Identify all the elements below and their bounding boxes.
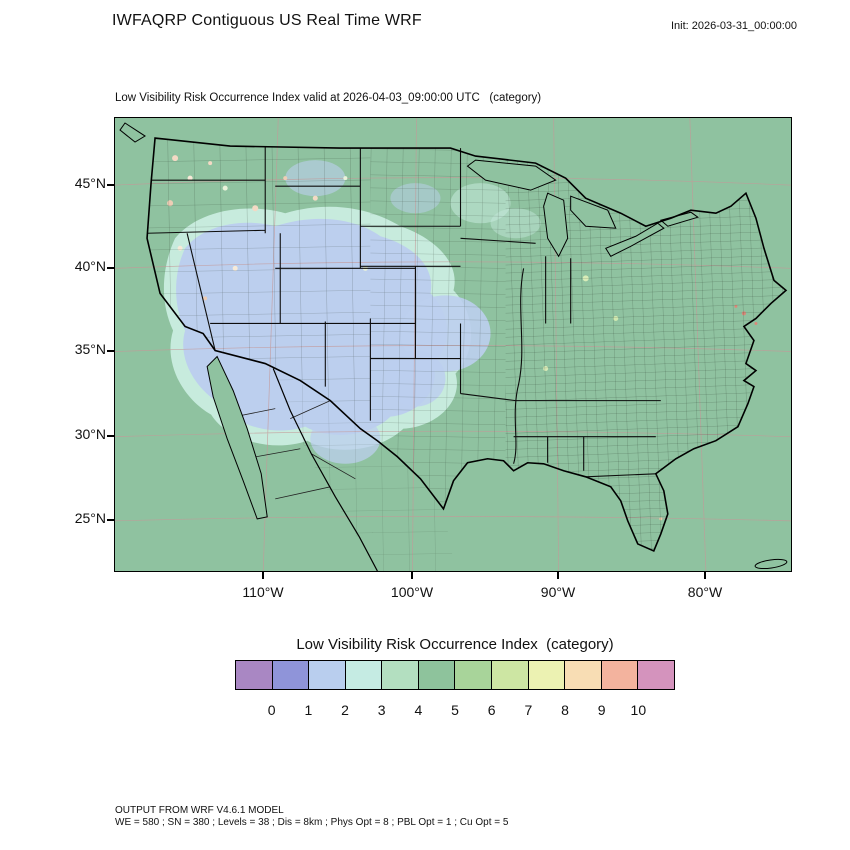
lat-tick: [107, 350, 114, 352]
lat-label: 25°N: [74, 510, 106, 526]
legend-category: 8: [561, 702, 569, 718]
legend-category: 9: [597, 702, 606, 718]
legend-swatch: [454, 660, 493, 690]
legend-swatch: [344, 660, 383, 690]
legend-category: 3: [377, 702, 386, 718]
plot-subtitle: Low Visibility Risk Occurrence Index val…: [115, 92, 542, 104]
legend-swatch: [235, 660, 273, 690]
legend-swatch: [527, 660, 566, 690]
legend-category: 1: [304, 702, 313, 718]
lon-label: 110°W: [242, 584, 284, 600]
mexico-state-lines: [225, 400, 356, 500]
lake-erie: [604, 222, 665, 257]
lon-tick: [262, 572, 264, 579]
cuba-island: [754, 558, 788, 570]
us-map: [114, 117, 792, 572]
lat-label: 40°N: [74, 258, 106, 274]
legend-swatch: [491, 660, 529, 690]
lake-superior: [466, 159, 557, 191]
baja-peninsula: [206, 355, 268, 520]
lat-label: 30°N: [74, 426, 106, 442]
mexico-coastline: [272, 368, 378, 571]
legend-category: 0: [267, 702, 276, 718]
lon-tick: [411, 572, 413, 579]
legend-swatch: [381, 660, 419, 690]
legend-colorbar: [235, 660, 675, 690]
legend-category: 6: [487, 702, 496, 718]
mexico-texture: [273, 368, 456, 571]
lat-tick: [107, 267, 114, 269]
lon-label: 90°W: [540, 584, 576, 600]
lon-label: 80°W: [687, 584, 723, 600]
legend-category: 5: [451, 702, 459, 718]
lat-tick: [107, 435, 114, 437]
init-timestamp: Init: 2026-03-31_00:00:00: [671, 20, 797, 32]
legend-swatch: [637, 660, 675, 690]
legend-swatch: [417, 660, 456, 690]
footer-config-line: WE = 580 ; SN = 380 ; Levels = 38 ; Dis …: [115, 817, 509, 828]
great-lakes: [466, 159, 699, 258]
lake-huron: [570, 195, 617, 229]
lat-tick: [107, 184, 114, 186]
state-boundaries: [147, 146, 661, 478]
legend-category: 4: [414, 702, 423, 718]
lon-tick: [557, 572, 559, 579]
legend-title: Low Visibility Risk Occurrence Index (ca…: [296, 636, 614, 653]
lat-label: 45°N: [74, 175, 106, 191]
legend-swatch: [271, 660, 310, 690]
page-title: IWFAQRP Contiguous US Real Time WRF: [112, 12, 422, 29]
legend-swatch: [308, 660, 346, 690]
legend-category: 2: [341, 702, 349, 718]
lat-tick: [107, 519, 114, 521]
vancouver-island: [119, 122, 146, 143]
lat-label: 35°N: [74, 341, 106, 357]
lake-michigan: [543, 192, 569, 258]
us-map-canvas: [115, 118, 791, 571]
legend-swatch: [600, 660, 639, 690]
legend-category: 7: [524, 702, 533, 718]
lon-label: 100°W: [390, 584, 434, 600]
footer-model-line: OUTPUT FROM WRF V4.6.1 MODEL: [115, 805, 284, 816]
lon-tick: [704, 572, 706, 579]
legend-category-labels: 0 1 2 3 4 5 6 7 8 9 10: [235, 702, 675, 720]
legend-swatch: [564, 660, 602, 690]
legend-category: 10: [630, 702, 647, 718]
